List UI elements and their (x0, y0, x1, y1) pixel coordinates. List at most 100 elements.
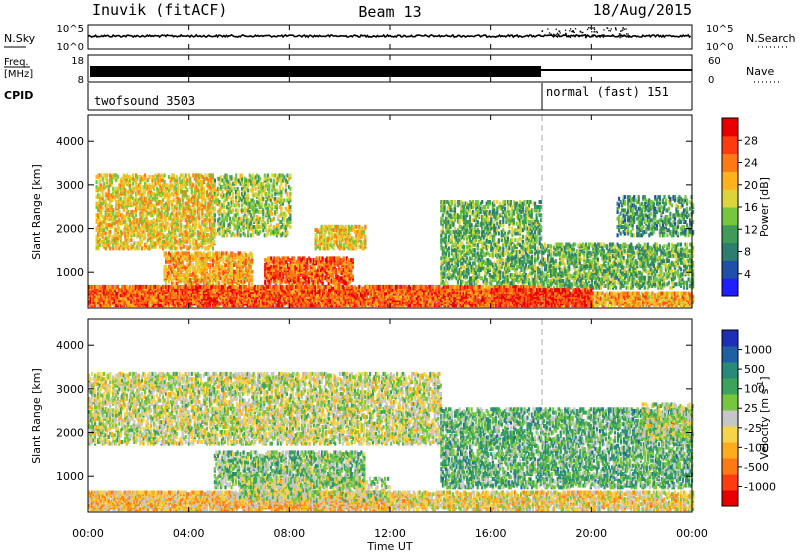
power-cell (332, 301, 335, 306)
power-cell (109, 284, 112, 289)
power-cell (370, 284, 373, 289)
power-cell (160, 286, 163, 291)
power-cell (409, 286, 412, 291)
nsearch-point (547, 28, 549, 30)
power-cell (281, 303, 284, 308)
power-cell (498, 284, 501, 289)
power-cell (140, 294, 144, 299)
power-cell (399, 284, 402, 289)
power-cell (430, 284, 433, 289)
nsearch-point (569, 30, 571, 32)
power-cell (473, 284, 476, 289)
power-cell (458, 293, 461, 298)
power-cell (512, 284, 515, 289)
power-cell (201, 284, 204, 289)
power-cell (610, 291, 613, 296)
power-cell (488, 289, 491, 294)
power-cell (207, 303, 210, 308)
power-cell (628, 291, 631, 296)
power-cell (423, 301, 426, 306)
power-cell (130, 238, 133, 243)
power-cell (433, 294, 436, 299)
power-cell (288, 284, 291, 289)
nsearch-point (621, 30, 623, 32)
power-cell (98, 178, 101, 183)
power-cell (624, 296, 627, 301)
power-cell (152, 284, 156, 289)
power-cell (178, 198, 181, 203)
power-cell (489, 284, 492, 289)
nsearch-point (594, 31, 596, 33)
power-cell (121, 284, 124, 289)
power-cell (294, 284, 298, 289)
power-cell (412, 303, 415, 308)
nsearch-point (578, 35, 581, 38)
power-cell (317, 284, 320, 289)
nsearch-point (596, 35, 599, 37)
power-cell (94, 301, 97, 306)
power-cell (189, 284, 192, 289)
power-cell (344, 299, 347, 304)
power-cell (157, 284, 160, 289)
power-cell (456, 284, 459, 289)
power-cell (172, 198, 175, 203)
power-cell (166, 221, 169, 226)
power-cell (264, 288, 267, 293)
power-cell (432, 303, 435, 308)
power-cell (350, 284, 353, 289)
nsearch-point (577, 35, 580, 38)
power-cell (450, 284, 453, 289)
power-cell (175, 175, 178, 179)
power-cell (608, 296, 612, 301)
power-cell (412, 284, 415, 289)
power-cell (429, 284, 432, 289)
power-cell (388, 299, 391, 304)
power-cell (192, 294, 195, 299)
power-cell (633, 303, 636, 308)
power-cell (231, 289, 234, 294)
power-cell (125, 299, 128, 304)
power-cell (297, 284, 301, 289)
power-cell (634, 303, 637, 308)
power-cell (613, 298, 616, 303)
power-cell (213, 284, 216, 289)
power-cell (630, 298, 633, 303)
power-cell (151, 296, 154, 301)
power-cell (296, 288, 299, 293)
power-cell (104, 231, 107, 236)
power-cell (154, 298, 157, 303)
power-cell (612, 298, 615, 303)
power-cell (432, 284, 435, 289)
nsearch-point (615, 29, 617, 31)
power-cell (417, 284, 420, 289)
power-cell (208, 284, 211, 289)
power-cell (605, 291, 609, 296)
power-cell (317, 293, 320, 298)
power-cell (305, 303, 308, 308)
power-cell (112, 284, 115, 289)
power-cell (530, 284, 533, 289)
power-cell (257, 284, 260, 289)
power-cell (124, 284, 127, 289)
power-cell (146, 303, 150, 308)
power-cell (294, 291, 298, 296)
power-cell (92, 284, 95, 289)
nsearch-point (586, 28, 589, 30)
nsearch-point (596, 31, 598, 34)
power-cell (255, 298, 258, 303)
power-cell (516, 284, 519, 289)
power-cell (500, 284, 503, 289)
power-cell (291, 301, 294, 306)
power-cell (458, 284, 461, 289)
power-cell (143, 296, 147, 301)
nsearch-point (610, 28, 612, 30)
nsearch-tick-top: 10^5 (706, 24, 733, 35)
power-cell (291, 296, 294, 301)
power-cell (387, 299, 390, 304)
power-cell (172, 173, 175, 178)
power-cell (621, 291, 624, 296)
power-cell (402, 284, 405, 289)
nsearch-point (574, 28, 577, 30)
power-cell (483, 288, 486, 293)
power-cell (328, 294, 331, 299)
